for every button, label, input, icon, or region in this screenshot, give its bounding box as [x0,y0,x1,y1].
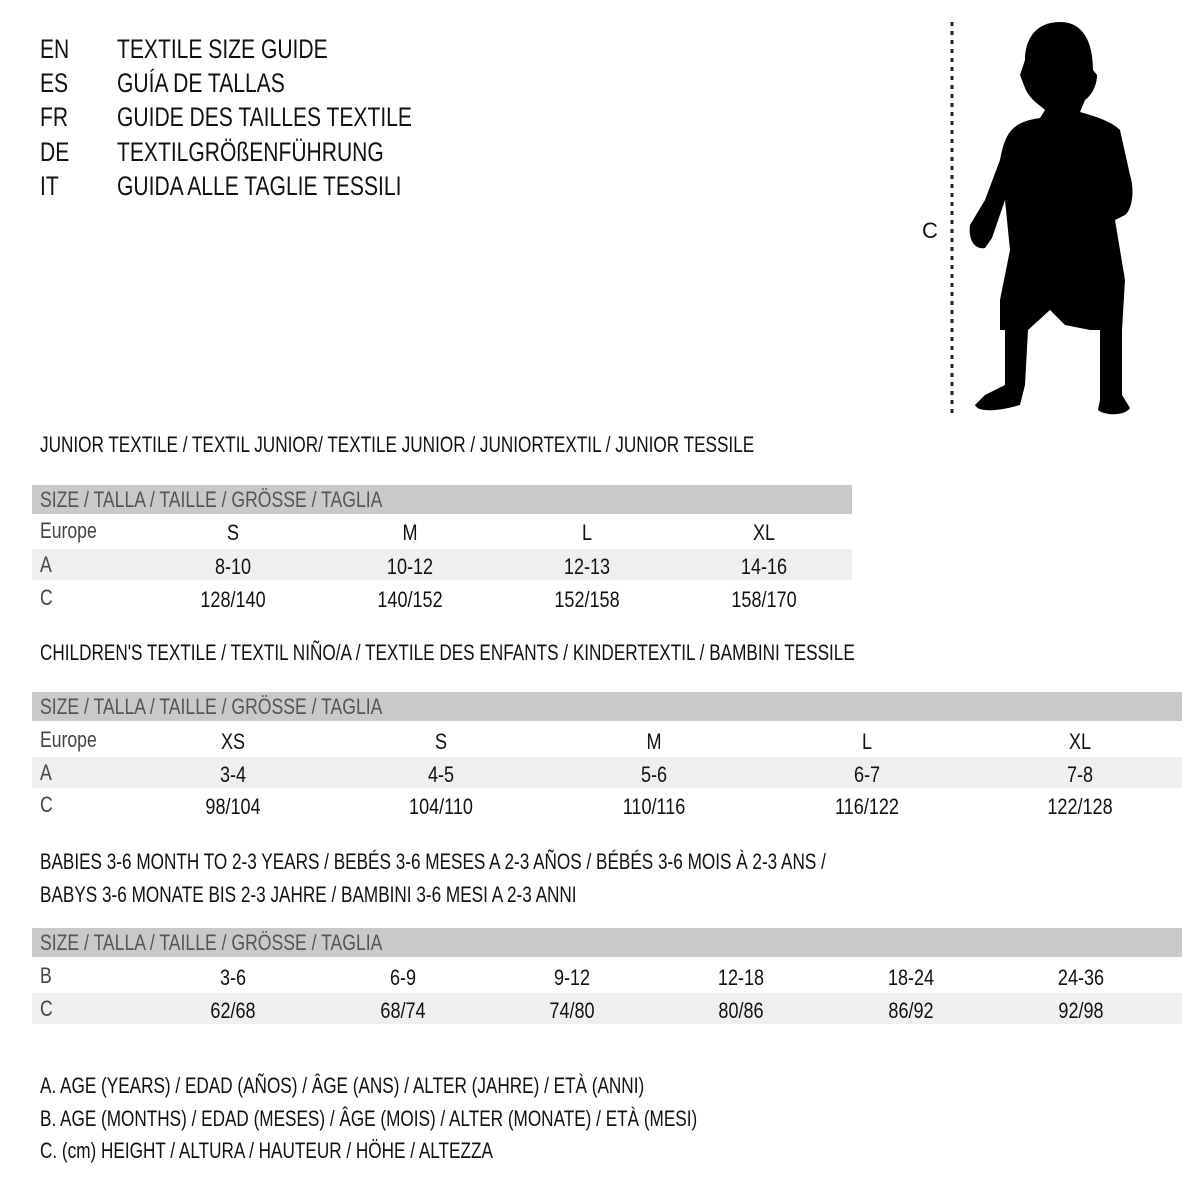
row-label: C [40,585,53,610]
language-code: IT [40,171,64,201]
section-heading: BABIES 3-6 MONTH TO 2-3 YEARS / BEBÉS 3-… [40,849,1048,875]
language-code: DE [40,137,78,167]
title-text-value: GUÍA DE TALLAS [117,68,285,98]
row-stripe [32,549,852,580]
table-header-bar: SIZE / TALLA / TAILLE / GRÖSSE / TAGLIA [32,928,1182,957]
table-cell: 6-7 [853,762,881,787]
section-heading: CHILDREN'S TEXTILE / TEXTIL NIÑO/A / TEX… [40,640,1085,666]
row-stripe [32,757,1182,788]
language-code-text: FR [40,102,69,132]
language-code: FR [40,102,76,132]
table-cell: 128/140 [200,587,266,612]
table-cell: 62/68 [210,998,256,1023]
table-header-text: SIZE / TALLA / TAILLE / GRÖSSE / TAGLIA [40,694,383,719]
table-cell: XL [1068,729,1092,754]
row-label: A [40,552,52,577]
title-text: TEXTILGRÖßENFÜHRUNG [117,137,459,167]
table-cell: 80/86 [718,998,764,1023]
legend-line: C. (cm) HEIGHT / ALTURA / HAUTEUR / HÖHE… [40,1138,621,1164]
table-header-text: SIZE / TALLA / TAILLE / GRÖSSE / TAGLIA [40,930,383,955]
section-heading: BABYS 3-6 MONATE BIS 2-3 JAHRE / BAMBINI… [40,882,728,908]
row-label: B [40,963,52,988]
title-text-value: GUIDE DES TAILLES TEXTILE [117,102,412,132]
table-cell: 10-12 [386,554,434,579]
title-text: GUIDE DES TAILLES TEXTILE [117,102,495,132]
language-code-text: EN [40,34,70,64]
section-heading-text: JUNIOR TEXTILE / TEXTIL JUNIOR/ TEXTILE … [40,432,755,457]
row-stripe [32,993,1182,1024]
table-cell: S [434,729,448,754]
child-silhouette-icon [950,22,1133,415]
table-cell: 74/80 [549,998,595,1023]
table-header-text: SIZE / TALLA / TAILLE / GRÖSSE / TAGLIA [40,487,383,512]
row-label: Europe [40,727,97,752]
table-cell: 18-24 [887,965,935,990]
language-code-text: IT [40,171,59,201]
table-cell: 152/158 [554,587,620,612]
table-cell: 158/170 [731,587,797,612]
table-cell: 9-12 [553,965,591,990]
title-text-value: TEXTILGRÖßENFÜHRUNG [117,137,384,167]
table-cell: 5-6 [640,762,668,787]
table-cell: XS [220,729,246,754]
legend-line-text: A. AGE (YEARS) / EDAD (AÑOS) / ÂGE (ANS)… [40,1073,645,1098]
table-cell: 14-16 [740,554,788,579]
language-code: ES [40,68,76,98]
title-text-value: GUIDA ALLE TAGLIE TESSILI [117,171,402,201]
table-cell: 12-13 [563,554,611,579]
table-cell: XL [752,520,776,545]
section-heading-text: BABIES 3-6 MONTH TO 2-3 YEARS / BEBÉS 3-… [40,849,826,874]
language-code-text: ES [40,68,69,98]
language-code-text: DE [40,137,70,167]
language-code: EN [40,34,78,64]
section-heading-text: BABYS 3-6 MONATE BIS 2-3 JAHRE / BAMBINI… [40,882,577,907]
table-cell: 3-6 [219,965,247,990]
title-text: TEXTILE SIZE GUIDE [117,34,387,64]
title-text-value: TEXTILE SIZE GUIDE [117,34,328,64]
row-label: C [40,792,53,817]
table-cell: L [581,520,593,545]
table-cell: 24-36 [1057,965,1105,990]
height-label: C [922,218,938,243]
legend-line: A. AGE (YEARS) / EDAD (AÑOS) / ÂGE (ANS)… [40,1073,815,1099]
row-label: Europe [40,518,97,543]
table-cell: 92/98 [1058,998,1104,1023]
table-cell: 68/74 [380,998,426,1023]
legend-line-text: B. AGE (MONTHS) / EDAD (MESES) / ÂGE (MO… [40,1106,698,1131]
table-cell: 7-8 [1066,762,1094,787]
legend-line-text: C. (cm) HEIGHT / ALTURA / HAUTEUR / HÖHE… [40,1138,493,1163]
table-cell: 116/122 [835,794,899,819]
row-label: A [40,760,52,785]
table-cell: 12-18 [717,965,765,990]
table-cell: 3-4 [219,762,247,787]
title-text: GUÍA DE TALLAS [117,68,332,98]
section-heading: JUNIOR TEXTILE / TEXTIL JUNIOR/ TEXTILE … [40,432,956,458]
table-cell: 86/92 [888,998,934,1023]
table-cell: 98/104 [205,794,261,819]
table-cell: L [861,729,873,754]
table-cell: 110/116 [622,794,686,819]
table-header-bar: SIZE / TALLA / TAILLE / GRÖSSE / TAGLIA [32,485,852,514]
table-cell: 8-10 [214,554,252,579]
title-text: GUIDA ALLE TAGLIE TESSILI [117,171,482,201]
table-cell: M [646,729,662,754]
table-cell: M [402,520,418,545]
legend-line: B. AGE (MONTHS) / EDAD (MESES) / ÂGE (MO… [40,1106,883,1132]
table-cell: 122/128 [1047,794,1113,819]
table-cell: 6-9 [389,965,417,990]
table-cell: 140/152 [377,587,443,612]
table-header-bar: SIZE / TALLA / TAILLE / GRÖSSE / TAGLIA [32,692,1182,721]
section-heading-text: CHILDREN'S TEXTILE / TEXTIL NIÑO/A / TEX… [40,640,855,665]
table-cell: S [226,520,240,545]
table-cell: 104/110 [409,794,473,819]
table-cell: 4-5 [427,762,455,787]
row-label: C [40,996,53,1021]
